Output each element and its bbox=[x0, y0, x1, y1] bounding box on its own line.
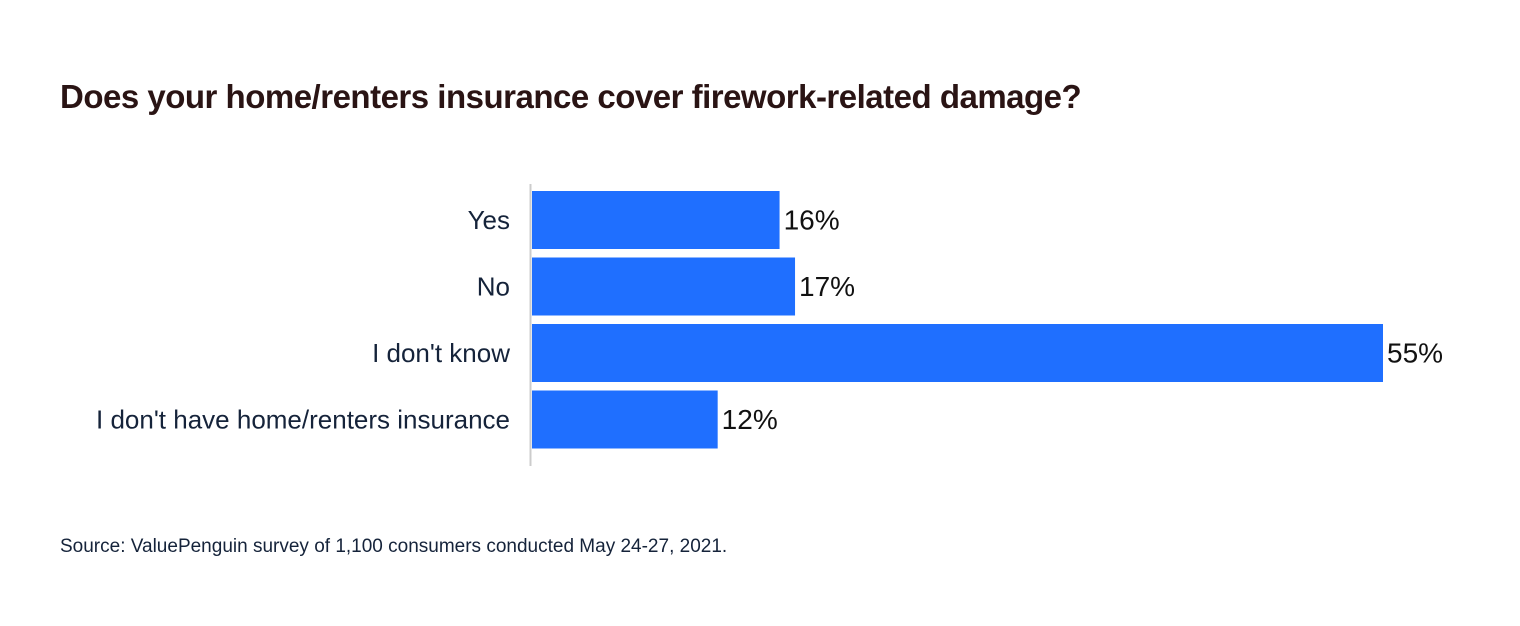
bar bbox=[532, 257, 796, 316]
category-label: I don't have home/renters insurance bbox=[96, 405, 510, 435]
bar bbox=[532, 191, 780, 249]
bar bbox=[532, 324, 1383, 382]
bars-group: Yes 16% No 17% I don't know 55% I don't have h… bbox=[96, 191, 1443, 449]
bar bbox=[532, 390, 718, 449]
value-label: 16% bbox=[784, 205, 840, 236]
chart-title: Does your home/renters insurance cover f… bbox=[60, 78, 1082, 115]
category-label: No bbox=[477, 272, 510, 302]
category-label: I don't know bbox=[372, 338, 510, 368]
value-label: 12% bbox=[722, 404, 778, 435]
source-note: Source: ValuePenguin survey of 1,100 con… bbox=[60, 536, 728, 557]
category-label: Yes bbox=[468, 205, 510, 235]
value-label: 17% bbox=[799, 271, 855, 302]
value-label: 55% bbox=[1387, 338, 1443, 369]
